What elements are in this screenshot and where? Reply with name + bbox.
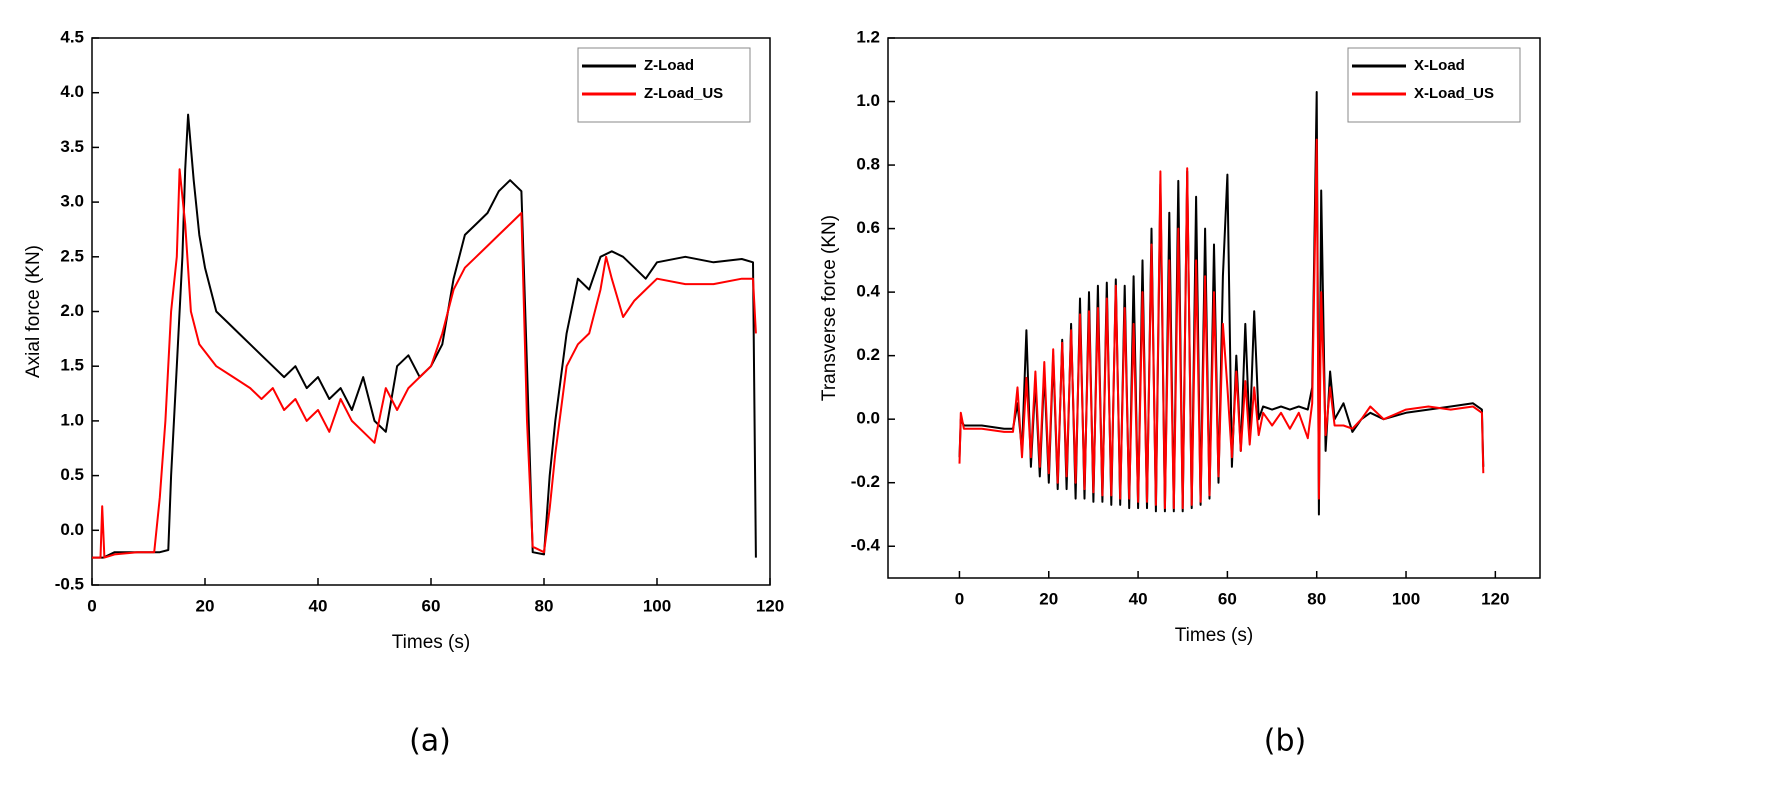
y-tick-label: 2.0	[60, 301, 84, 320]
y-axis-label: Axial force (KN)	[23, 245, 44, 378]
x-tick-label: 20	[1039, 589, 1058, 608]
y-tick-label: 3.0	[60, 192, 84, 211]
series-line	[958, 91, 1485, 516]
y-tick-label: 0.0	[856, 409, 880, 428]
x-tick-label: 80	[1307, 589, 1326, 608]
y-tick-label: -0.5	[55, 574, 84, 593]
legend-box	[1347, 47, 1521, 123]
x-axis-label: Times (s)	[1175, 625, 1253, 646]
y-tick-label: 1.5	[60, 356, 84, 375]
y-tick-label: 0.0	[60, 520, 84, 539]
x-axis-label: Times (s)	[392, 632, 470, 653]
legend-label: X-Load	[1414, 57, 1465, 74]
series-line	[92, 168, 757, 559]
x-tick-label: 100	[643, 596, 671, 615]
x-tick-label: 0	[955, 589, 964, 608]
y-tick-label: 1.2	[856, 27, 880, 46]
y-tick-label: 4.0	[60, 82, 84, 101]
y-tick-label: -0.2	[851, 472, 880, 491]
y-tick-label: 4.5	[60, 27, 84, 46]
x-tick-label: 60	[422, 596, 441, 615]
legend-box	[577, 47, 751, 123]
y-tick-label: 1.0	[60, 410, 84, 429]
y-tick-label: 0.4	[856, 282, 880, 301]
x-tick-label: 0	[87, 596, 96, 615]
legend-label: Z-Load_US	[644, 85, 723, 102]
x-tick-label: 120	[1481, 589, 1509, 608]
x-tick-label: 120	[756, 596, 784, 615]
y-tick-label: 0.6	[856, 218, 880, 237]
caption: (a)	[409, 724, 451, 759]
y-tick-label: -0.4	[851, 536, 881, 555]
series-line	[92, 113, 757, 559]
x-tick-label: 40	[309, 596, 328, 615]
x-tick-label: 60	[1218, 589, 1237, 608]
y-tick-label: 3.5	[60, 137, 84, 156]
caption: (b)	[1264, 724, 1306, 759]
y-tick-label: 0.5	[60, 465, 84, 484]
y-tick-label: 2.5	[60, 246, 84, 265]
legend-label: X-Load_US	[1414, 85, 1494, 102]
y-tick-label: 1.0	[856, 91, 880, 110]
y-tick-label: 0.8	[856, 155, 880, 174]
y-axis-label: Transverse force (KN)	[819, 215, 840, 401]
legend-label: Z-Load	[644, 57, 694, 74]
y-tick-label: 0.2	[856, 345, 880, 364]
x-tick-label: 20	[196, 596, 215, 615]
x-tick-label: 100	[1392, 589, 1420, 608]
x-tick-label: 40	[1129, 589, 1148, 608]
x-tick-label: 80	[535, 596, 554, 615]
series-line	[958, 138, 1485, 510]
plot-frame	[887, 37, 1541, 579]
